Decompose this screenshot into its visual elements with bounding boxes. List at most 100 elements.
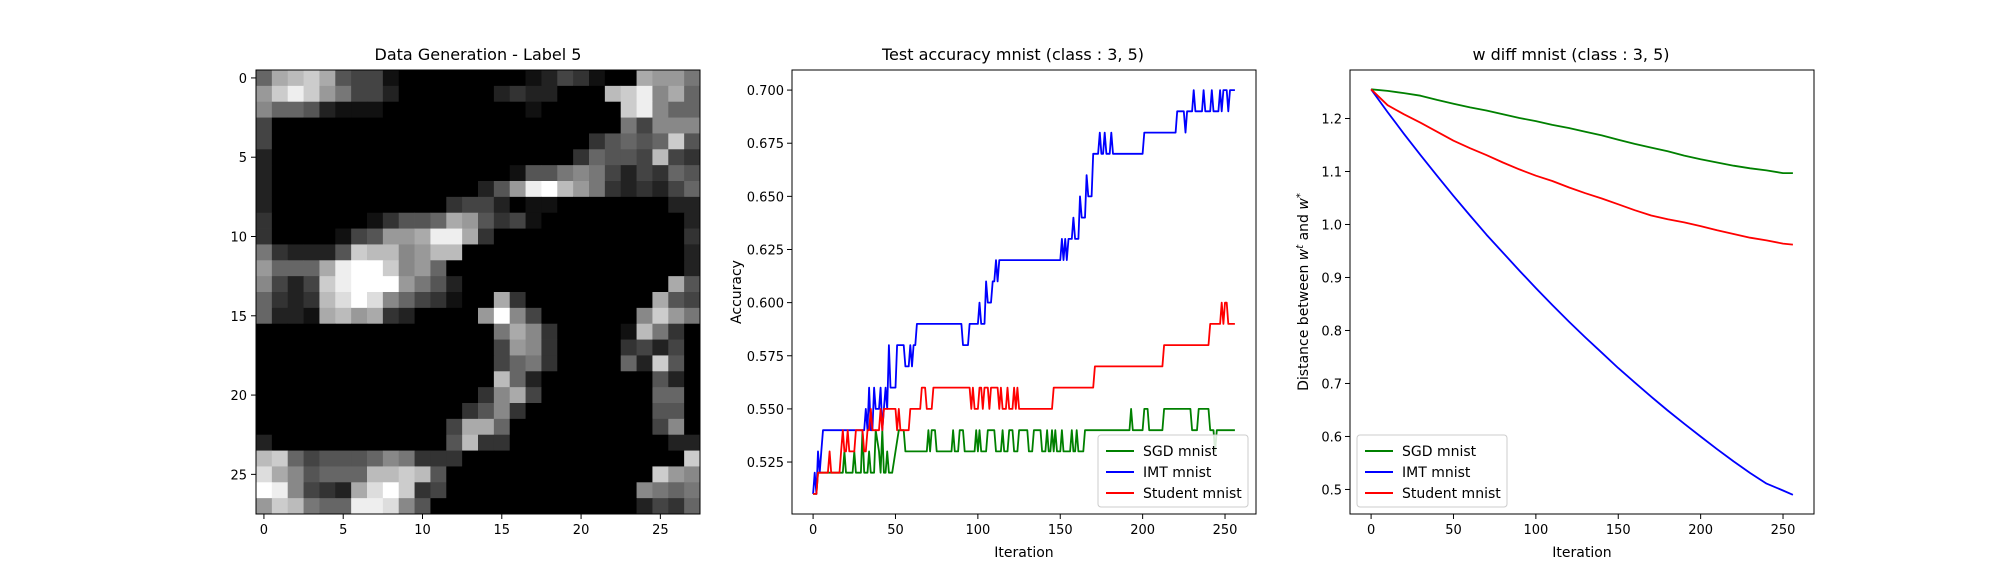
pixel-cell xyxy=(493,212,511,229)
pixel-cell xyxy=(367,307,384,325)
pixel-cell xyxy=(446,450,463,467)
pixel-cell xyxy=(636,212,653,229)
pixel-cell xyxy=(382,212,400,229)
pixel-cell xyxy=(589,85,606,103)
pixel-cell xyxy=(271,117,289,134)
pixel-cell xyxy=(652,355,669,372)
pixel-cell xyxy=(414,466,431,483)
pixel-cell xyxy=(668,149,685,166)
pixel-cell xyxy=(351,101,368,118)
axis-ticks: 0 50 100 150 200 250 0.5 0.6 0.7 0.8 0.9 1.0 1.1 1.2 xyxy=(1321,112,1795,538)
pixel-cell xyxy=(541,482,558,499)
pixel-cell xyxy=(319,260,336,277)
pixel-cell xyxy=(351,70,368,87)
pixel-cell xyxy=(589,212,606,229)
pixel-cell xyxy=(319,498,336,515)
pixel-cell xyxy=(430,117,447,134)
pixel-cell xyxy=(256,307,273,325)
pixel-cell xyxy=(271,387,289,404)
pixel-cell xyxy=(589,466,606,483)
pixel-cell xyxy=(303,292,320,309)
pixel-cell xyxy=(271,244,289,261)
pixel-cell xyxy=(367,133,384,150)
pixel-cell xyxy=(319,450,336,467)
pixel-cell xyxy=(367,212,384,229)
pixel-cell xyxy=(478,323,495,340)
pixel-cell xyxy=(271,70,289,87)
pixel-cell xyxy=(303,244,320,261)
pixel-cell xyxy=(414,212,431,229)
pixel-cell xyxy=(462,212,479,229)
pixel-cell xyxy=(684,387,701,404)
pixel-cell xyxy=(541,323,558,340)
pixel-cell xyxy=(414,276,431,293)
pixel-cell xyxy=(351,276,368,293)
pixel-cell xyxy=(430,149,447,166)
pixel-cell xyxy=(478,466,495,483)
pixel-cell xyxy=(684,260,701,277)
pixel-cell xyxy=(684,434,701,451)
x-tick-label: 250 xyxy=(1771,523,1796,538)
pixel-cell xyxy=(430,323,447,340)
pixel-cell xyxy=(589,387,606,404)
pixel-cell xyxy=(478,101,495,118)
pixel-cell xyxy=(430,371,447,388)
axes-frame xyxy=(1349,69,1815,515)
pixel-cell xyxy=(541,418,558,436)
pixel-cell xyxy=(493,418,511,436)
panel-test-accuracy: Test accuracy mnist (class : 3, 5) 0 50 10… xyxy=(729,45,1257,561)
pixel-cell xyxy=(335,149,352,166)
pixel-cell xyxy=(351,149,368,166)
pixel-cell xyxy=(668,450,685,467)
pixel-cell xyxy=(462,149,479,166)
pixel-cell xyxy=(382,434,400,451)
pixel-cell xyxy=(652,212,669,229)
pixel-cell xyxy=(557,292,574,309)
pixel-cell xyxy=(636,149,653,166)
pixel-cell xyxy=(335,434,352,451)
pixel-cell xyxy=(604,165,622,182)
pixel-cell xyxy=(604,292,622,309)
pixel-cell xyxy=(446,418,463,436)
pixel-cell xyxy=(303,339,320,356)
pixel-cell xyxy=(351,466,368,483)
pixel-cell xyxy=(604,181,622,198)
pixel-cell xyxy=(493,260,511,277)
pixel-cell xyxy=(573,149,590,166)
pixel-cell xyxy=(652,323,669,340)
pixel-cell xyxy=(604,85,622,103)
legend-box xyxy=(1356,434,1508,508)
pixel-cell xyxy=(478,133,495,150)
pixel-cell xyxy=(541,434,558,451)
pixel-cell xyxy=(335,323,352,340)
pixel-cell xyxy=(668,181,685,198)
y-axis-label: Accuracy xyxy=(729,260,745,324)
pixel-cell xyxy=(367,466,384,483)
pixel-cell xyxy=(557,181,574,198)
pixel-cell xyxy=(414,371,431,388)
pixel-cell xyxy=(382,70,400,87)
legend: SGD mnist IMT mnist Student mnist xyxy=(1097,434,1249,508)
pixel-cell xyxy=(462,466,479,483)
pixel-cell xyxy=(319,466,336,483)
pixel-cell xyxy=(557,434,574,451)
pixel-cell xyxy=(604,228,622,245)
pixel-cell xyxy=(589,181,606,198)
pixel-cell xyxy=(256,450,273,467)
legend-label: SGD mnist xyxy=(1402,444,1477,460)
pixel-cell xyxy=(303,149,320,166)
pixel-cell xyxy=(287,387,304,404)
pixel-cell xyxy=(271,307,289,325)
pixel-cell xyxy=(446,371,463,388)
pixel-cell xyxy=(287,260,304,277)
pixel-cell xyxy=(493,181,511,198)
pixel-cell xyxy=(541,450,558,467)
y-tick-label: 0.7 xyxy=(1321,377,1342,392)
x-tick-label: 200 xyxy=(1130,523,1155,538)
y-tick-label: 1.1 xyxy=(1321,165,1342,180)
pixel-cell xyxy=(319,323,336,340)
pixel-cell xyxy=(462,292,479,309)
pixel-cell xyxy=(604,133,622,150)
pixel-cell xyxy=(335,355,352,372)
pixel-cell xyxy=(509,482,526,499)
